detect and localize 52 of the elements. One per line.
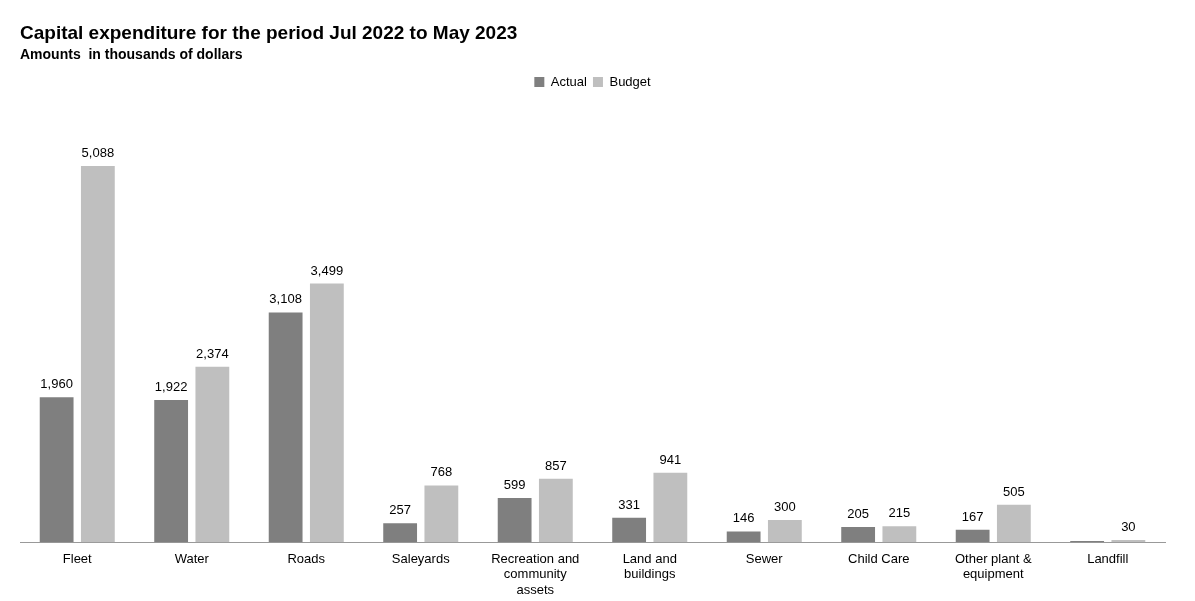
bar	[996, 504, 1031, 543]
data-label: 331	[618, 496, 640, 512]
x-tick-label: Recreation and community assets	[491, 550, 580, 597]
data-label: 167	[961, 508, 984, 524]
bar	[612, 517, 647, 543]
x-tick-label: Other plant & equipment	[954, 550, 1032, 582]
x-tick-label: Roads	[287, 550, 326, 566]
data-label: 768	[430, 464, 453, 480]
x-tick-label: Water	[174, 550, 210, 566]
data-label: 3,108	[269, 291, 302, 307]
bar	[538, 478, 573, 543]
data-label: 300	[774, 499, 796, 515]
bar	[80, 166, 115, 543]
bar	[841, 527, 876, 543]
x-tick-label: Land and buildings	[622, 550, 677, 582]
data-label: 1,922	[154, 379, 188, 395]
data-label: 215	[888, 505, 911, 521]
x-tick-label: Saleyards	[391, 550, 451, 566]
data-label: 146	[732, 510, 755, 526]
bar	[424, 485, 459, 543]
x-tick-label: Sewer	[745, 550, 784, 566]
x-tick-label: Fleet	[62, 550, 93, 566]
data-label: 941	[659, 451, 682, 467]
bar	[309, 283, 344, 543]
data-label: 5,088	[81, 145, 115, 161]
bar	[882, 526, 917, 543]
data-label: 857	[545, 457, 567, 473]
bar	[767, 520, 802, 543]
legend-label: Actual	[550, 73, 588, 89]
data-label: 2,374	[196, 345, 229, 361]
bar	[195, 366, 230, 543]
bar	[955, 529, 990, 543]
bar	[154, 400, 189, 543]
data-label: 257	[389, 502, 411, 518]
data-label: 205	[847, 506, 869, 522]
data-label: 599	[503, 476, 526, 492]
data-label: 3,499	[310, 262, 344, 278]
bar	[268, 312, 303, 543]
chart-subtitle: Amounts in thousands of dollars	[20, 46, 243, 63]
bar	[726, 531, 761, 543]
bar	[39, 397, 74, 543]
chart-title: Capital expenditure for the period Jul 2022 to May 2023	[20, 21, 518, 43]
legend-label: Budget	[609, 73, 652, 89]
x-tick-label: Child Care	[848, 550, 910, 566]
data-label: 505	[1003, 483, 1025, 499]
bar	[653, 472, 688, 543]
data-label: 1,960	[40, 376, 73, 392]
x-tick-label: Landfill	[1087, 550, 1129, 566]
bar	[1111, 539, 1146, 543]
bar	[497, 497, 532, 543]
bar	[383, 523, 418, 543]
data-label: 30	[1121, 519, 1136, 535]
